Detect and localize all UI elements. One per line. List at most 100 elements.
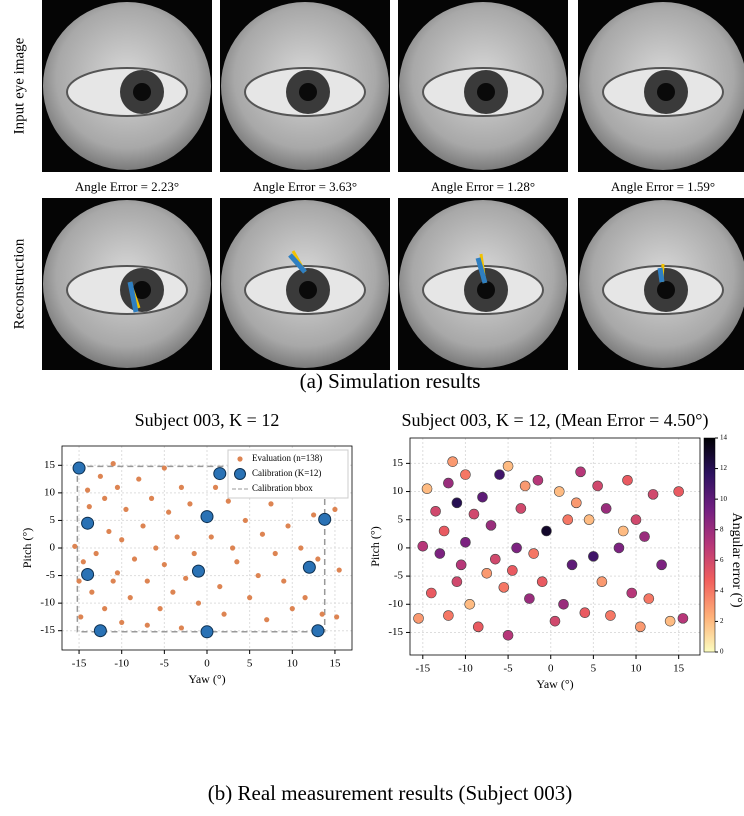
y-tick-label: -5 (394, 570, 404, 582)
calibration-point (94, 625, 106, 637)
evaluation-point (89, 590, 94, 595)
error-point (426, 588, 436, 598)
calibration-point (201, 626, 213, 638)
y-tick-label: 5 (50, 514, 56, 526)
legend-marker (237, 456, 242, 461)
y-tick-label: -15 (40, 624, 55, 636)
x-tick-label: 0 (548, 663, 554, 675)
calibration-point (312, 625, 324, 637)
error-point (580, 608, 590, 618)
error-point (635, 622, 645, 632)
colorbar (704, 438, 715, 652)
error-point (499, 582, 509, 592)
evaluation-point (119, 620, 124, 625)
error-point (648, 489, 658, 499)
x-axis-label: Yaw (°) (188, 672, 225, 686)
evaluation-point (94, 551, 99, 556)
row-label: Reconstruction (11, 238, 27, 329)
evaluation-point (166, 510, 171, 515)
x-tick-label: 15 (329, 658, 341, 670)
error-point (465, 599, 475, 609)
error-point (588, 551, 598, 561)
evaluation-point (115, 570, 120, 575)
y-tick-label: -15 (388, 626, 403, 638)
evaluation-point (213, 485, 218, 490)
gaze-pred (660, 268, 662, 282)
error-point (524, 594, 534, 604)
evaluation-point (337, 567, 342, 572)
evaluation-point (102, 496, 107, 501)
x-tick-label: -10 (458, 663, 473, 675)
calibration-point (73, 462, 85, 474)
error-point (657, 560, 667, 570)
y-tick-label: 0 (50, 542, 56, 554)
figure: Input eye image Reconstruction (a) Simul… (0, 0, 744, 811)
evaluation-point (226, 499, 231, 504)
x-tick-label: 10 (287, 658, 299, 670)
evaluation-point (234, 559, 239, 564)
colorbar-tick-label: 14 (720, 434, 728, 442)
colorbar-tick-label: 4 (720, 586, 724, 594)
evaluation-point (98, 474, 103, 479)
evaluation-point (221, 612, 226, 617)
evaluation-point (175, 534, 180, 539)
chart-title: Subject 003, K = 12, (Mean Error = 4.50°… (402, 410, 709, 431)
evaluation-point (298, 545, 303, 550)
error-point (469, 509, 479, 519)
error-point (623, 475, 633, 485)
error-point (490, 554, 500, 564)
evaluation-point (264, 617, 269, 622)
evaluation-point (136, 476, 141, 481)
evaluation-point (260, 532, 265, 537)
evaluation-point (115, 485, 120, 490)
evaluation-point (187, 501, 192, 506)
y-tick-label: -10 (388, 598, 403, 610)
y-tick-label: 5 (398, 513, 404, 525)
evaluation-point (87, 504, 92, 509)
x-tick-label: -10 (114, 658, 129, 670)
error-point (418, 541, 428, 551)
evaluation-point (247, 595, 252, 600)
pupil (657, 83, 675, 101)
evaluation-point (106, 529, 111, 534)
evaluation-point (128, 595, 133, 600)
error-point (435, 549, 445, 559)
error-point (452, 498, 462, 508)
error-point (593, 481, 603, 491)
colorbar-tick-label: 0 (720, 648, 724, 656)
evaluation-point (81, 559, 86, 564)
legend-label: Calibration bbox (252, 483, 313, 493)
evaluation-point (285, 523, 290, 528)
error-point (486, 520, 496, 530)
error-point (678, 613, 688, 623)
pupil (477, 281, 495, 299)
evaluation-point (179, 485, 184, 490)
y-tick-label: 10 (392, 485, 404, 497)
error-point (516, 503, 526, 513)
error-point (674, 487, 684, 497)
pupil (299, 281, 317, 299)
evaluation-point (132, 556, 137, 561)
angle-error: Angle Error = 1.28° (431, 179, 535, 194)
evaluation-point (268, 501, 273, 506)
error-point (452, 577, 462, 587)
error-point (520, 481, 530, 491)
evaluation-point (102, 606, 107, 611)
error-point (443, 478, 453, 488)
error-point (605, 611, 615, 621)
evaluation-point (153, 545, 158, 550)
error-point (482, 568, 492, 578)
evaluation-point (196, 601, 201, 606)
legend-label: Calibration (K=12) (252, 468, 321, 478)
evaluation-point (217, 584, 222, 589)
y-axis-label: Pitch (°) (20, 528, 34, 568)
angle-error: Angle Error = 1.59° (611, 179, 715, 194)
error-point (495, 470, 505, 480)
pupil (133, 83, 151, 101)
evaluation-point (170, 590, 175, 595)
error-point (584, 515, 594, 525)
error-point (537, 577, 547, 587)
error-point (644, 594, 654, 604)
pupil (299, 83, 317, 101)
colorbar-label: Angular error (°) (729, 513, 744, 608)
